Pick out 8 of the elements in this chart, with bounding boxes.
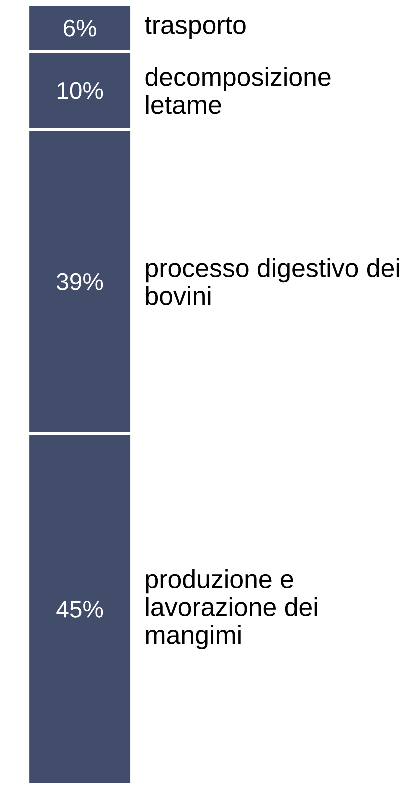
data-label: 39% — [57, 273, 104, 290]
series-label: processo digestivo dei bovini — [146, 258, 400, 306]
series-label: trasporto — [145, 17, 246, 40]
data-label: 6% — [64, 20, 96, 37]
series-label: produzione e lavorazione dei mangimi — [146, 570, 318, 650]
series-label: decomposizione letame — [146, 67, 331, 114]
data-label: 45% — [56, 601, 104, 618]
data-label: 10% — [58, 82, 104, 100]
